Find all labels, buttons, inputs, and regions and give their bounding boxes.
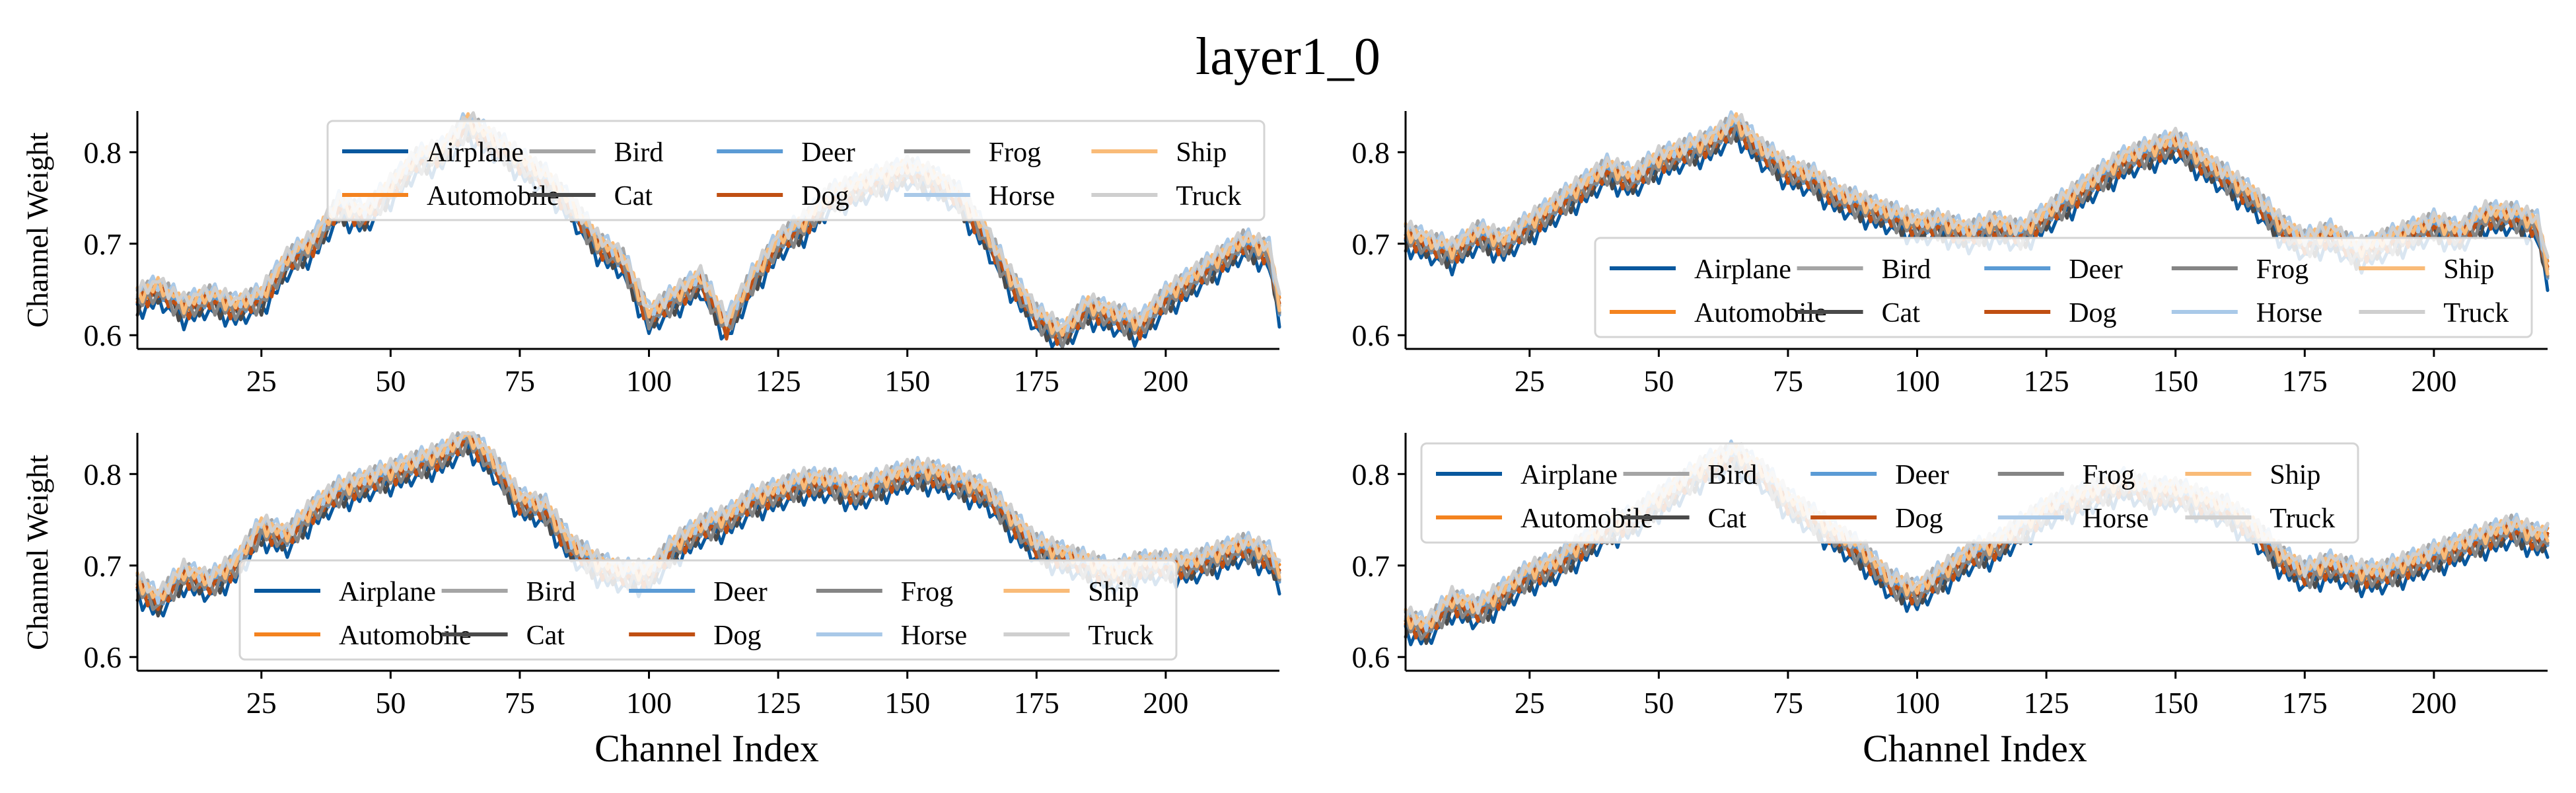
legend-label-frog: Frog xyxy=(2256,254,2308,285)
legend-label-deer: Deer xyxy=(2069,254,2123,285)
legend-label-deer: Deer xyxy=(713,577,768,607)
x-tick-label: 125 xyxy=(2024,686,2069,720)
x-tick-label: 150 xyxy=(884,686,930,720)
x-tick-label: 25 xyxy=(246,364,277,398)
legend-label-cat: Cat xyxy=(614,181,653,211)
legend-label-ship: Ship xyxy=(2270,460,2320,490)
x-tick-label: 175 xyxy=(1014,686,1059,720)
legend-label-horse: Horse xyxy=(989,181,1055,211)
x-tick-label: 175 xyxy=(2282,364,2328,398)
series-line-airplane xyxy=(1404,459,2550,646)
legend-label-truck: Truck xyxy=(1088,621,1153,651)
legend-label-airplane: Airplane xyxy=(427,137,524,168)
y-tick-label: 0.6 xyxy=(1352,319,1390,352)
legend-label-dog: Dog xyxy=(713,621,761,651)
x-axis-label-left: Channel Index xyxy=(594,727,819,770)
y-tick-label: 0.6 xyxy=(84,319,122,352)
legend-label-truck: Truck xyxy=(2443,298,2509,328)
legend-label-dog: Dog xyxy=(801,181,849,211)
legend-label-deer: Deer xyxy=(801,137,855,168)
legend-label-cat: Cat xyxy=(1882,298,1921,328)
x-tick-label: 50 xyxy=(375,364,406,398)
legend-label-truck: Truck xyxy=(1176,181,1241,211)
legend-label-cat: Cat xyxy=(1708,504,1747,534)
y-tick-label: 0.8 xyxy=(1352,457,1390,491)
x-tick-label: 100 xyxy=(626,364,672,398)
x-tick-label: 75 xyxy=(1773,364,1803,398)
y-tick-label: 0.7 xyxy=(84,227,122,261)
legend-label-horse: Horse xyxy=(2083,504,2149,534)
x-tick-label: 175 xyxy=(2282,686,2328,720)
x-tick-label: 25 xyxy=(246,686,277,720)
x-tick-label: 100 xyxy=(1894,686,1940,720)
legend-label-horse: Horse xyxy=(901,621,967,651)
x-axis-label-right: Channel Index xyxy=(1863,727,2087,770)
legend-label-horse: Horse xyxy=(2256,298,2322,328)
x-tick-label: 200 xyxy=(1143,364,1188,398)
y-tick-label: 0.7 xyxy=(1352,549,1390,583)
x-tick-label: 125 xyxy=(756,364,801,398)
legend-label-frog: Frog xyxy=(2083,460,2135,490)
y-tick-label: 0.8 xyxy=(84,457,122,491)
x-tick-label: 200 xyxy=(1143,686,1188,720)
legend-label-bird: Bird xyxy=(614,137,664,168)
legend-label-airplane: Airplane xyxy=(1521,460,1618,490)
legend-label-ship: Ship xyxy=(1176,137,1227,168)
x-tick-label: 75 xyxy=(505,686,535,720)
x-tick-label: 50 xyxy=(1643,364,1674,398)
legend: AirplaneAutomobileBirdCatDeerDogFrogHors… xyxy=(1594,237,2533,338)
y-tick-label: 0.6 xyxy=(84,640,122,674)
legend: AirplaneAutomobileBirdCatDeerDogFrogHors… xyxy=(1420,442,2359,544)
x-tick-label: 25 xyxy=(1515,686,1545,720)
x-tick-label: 125 xyxy=(756,686,801,720)
legend-label-frog: Frog xyxy=(901,577,953,607)
y-tick-label: 0.6 xyxy=(1352,640,1390,674)
x-tick-label: 100 xyxy=(1894,364,1940,398)
x-tick-label: 75 xyxy=(505,364,535,398)
x-tick-label: 50 xyxy=(1643,686,1674,720)
legend-label-frog: Frog xyxy=(989,137,1041,168)
legend-label-airplane: Airplane xyxy=(339,577,436,607)
legend-label-ship: Ship xyxy=(1088,577,1139,607)
legend-label-truck: Truck xyxy=(2270,504,2335,534)
chart-panel-top-right: 25 50 75 100 125 150 175 2000.60.70.8AirplaneAu… xyxy=(1352,110,2550,398)
x-tick-label: 150 xyxy=(2153,364,2198,398)
legend-label-bird: Bird xyxy=(526,577,576,607)
x-tick-label: 200 xyxy=(2411,364,2456,398)
y-tick-label: 0.7 xyxy=(1352,227,1390,261)
x-tick-label: 25 xyxy=(1515,364,1545,398)
x-tick-label: 100 xyxy=(626,686,672,720)
x-tick-label: 125 xyxy=(2024,364,2069,398)
legend-label-dog: Dog xyxy=(2069,298,2116,328)
x-tick-label: 175 xyxy=(1014,364,1059,398)
legend-label-airplane: Airplane xyxy=(1694,254,1791,285)
legend-label-cat: Cat xyxy=(526,621,565,651)
figure-title: layer1_0 xyxy=(1196,28,1380,86)
legend-label-deer: Deer xyxy=(1895,460,1949,490)
y-tick-label: 0.7 xyxy=(84,549,122,583)
legend: AirplaneAutomobileBirdCatDeerDogFrogHors… xyxy=(238,559,1178,661)
x-tick-label: 75 xyxy=(1773,686,1803,720)
y-axis-label-bottom: Channel Weight xyxy=(20,455,54,650)
legend-label-dog: Dog xyxy=(1895,504,1943,534)
chart-panel-bottom-left: 25 50 75 100 125 150 175 2000.60.70.8AirplaneAu… xyxy=(84,431,1281,720)
x-tick-label: 50 xyxy=(375,686,406,720)
x-tick-label: 200 xyxy=(2411,686,2456,720)
series-line-frog xyxy=(135,123,1281,349)
legend-label-bird: Bird xyxy=(1708,460,1758,490)
legend: AirplaneAutomobileBirdCatDeerDogFrogHors… xyxy=(326,120,1266,221)
x-tick-label: 150 xyxy=(884,364,930,398)
y-tick-label: 0.8 xyxy=(1352,135,1390,169)
legend-label-bird: Bird xyxy=(1882,254,1931,285)
y-tick-label: 0.8 xyxy=(84,135,122,169)
legend-label-ship: Ship xyxy=(2443,254,2494,285)
x-tick-label: 150 xyxy=(2153,686,2198,720)
y-axis-label-top: Channel Weight xyxy=(20,132,54,328)
